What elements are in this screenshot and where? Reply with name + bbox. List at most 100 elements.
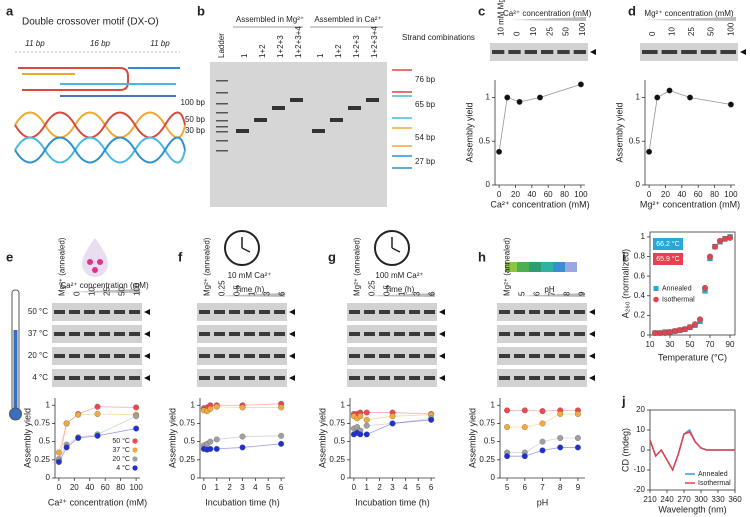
y-tick-label: 0.8 [634,252,646,261]
band-arrow [289,353,295,359]
point [574,411,581,417]
gel-band [544,310,555,314]
y-axis-label: Assembly yield [467,408,477,468]
point [672,328,678,335]
gel-band [274,376,285,380]
gel-band [394,332,405,336]
lane-label: 50 [562,27,571,36]
gel-band [559,310,570,314]
y-tick-label: 1 [641,232,646,241]
point [133,404,140,411]
gel [497,347,587,365]
point [239,404,246,411]
ladder-band [216,120,228,122]
x-tick-label: 40 [527,190,536,199]
gel-band [379,332,390,336]
lane-label: 1 [240,53,249,58]
gel-band [559,376,570,380]
y-tick-label: 1 [491,400,496,409]
legend-marker [132,447,138,453]
ladder-band [216,126,228,128]
x-tick-label: 50 [686,340,695,349]
y-axis-label: Assembly yield [167,408,177,468]
lane-label: 3 [413,291,422,296]
x-axis-label: Ca²⁺ concentration (mM) [48,497,147,507]
gel-band [574,310,585,314]
gel-band [199,354,210,358]
gel-band [229,376,240,380]
gel-band [84,376,95,380]
point [278,404,285,411]
x-axis-label: Mg²⁺ concentration (mM) [640,199,740,209]
gel-band [409,332,420,336]
gel [497,369,587,387]
marker-label: 50 bp [185,115,206,124]
band-arrow [439,353,445,359]
gel-band [244,354,255,358]
x-tick-label: 240 [660,495,674,504]
x-tick-label: 3 [390,483,395,492]
gel [197,369,287,387]
strand-title: Strand combinations [402,33,475,42]
lane-label: 100 [578,22,587,36]
condition: 10 mM Ca²⁺ [228,271,272,280]
point [213,403,220,410]
panel-title: Double crossover motif (DX-O) [22,17,159,28]
point [504,407,511,414]
y-tick-label: 1 [46,400,51,409]
gel [52,303,142,321]
y-tick-label: 0.6 [634,271,646,280]
lane-label: 1+2 [258,44,267,58]
x-tick-label: 80 [560,190,569,199]
gel-band [364,332,375,336]
point [363,409,370,416]
panel-label: d [628,3,636,18]
legend-marker [132,438,138,444]
legend-label: Annealed [698,471,728,478]
gel-band [544,376,555,380]
gel-band [409,376,420,380]
segment-label: 16 bp [90,39,111,48]
lane-label: 1+2+3+4 [294,26,303,58]
point [539,438,546,445]
gel-band [681,50,697,54]
x-tick-label: 9 [576,483,581,492]
y-axis-label: Assembly yield [464,102,474,162]
x-axis-label: Wavelength (nm) [658,504,726,514]
band-arrow [589,331,595,337]
gel [197,347,287,365]
lane-label: Mg²⁺ (annealed) [58,237,67,296]
gel-band [254,118,267,122]
x-tick-label: 4 [253,483,258,492]
gel-band [529,332,540,336]
point [577,81,584,88]
gel-band [499,354,510,358]
gel-band [114,310,125,314]
gel-band [541,50,554,54]
point [521,453,528,460]
lane-label: 25 [687,27,696,36]
gel-band [69,310,80,314]
x-tick-label: 4 [403,483,408,492]
ladder-band [216,103,228,105]
point [94,432,101,439]
legend-marker [132,465,138,471]
point [239,444,246,451]
x-tick-label: 20 [661,190,670,199]
gel-band [544,354,555,358]
point [133,425,140,432]
x-tick-label: 300 [694,495,708,504]
point [727,101,734,108]
gel-band [492,50,505,54]
lane-label: 9 [578,291,587,296]
y-tick-label: 0 [341,473,346,482]
gel-band [559,332,570,336]
marker-label: 100 bp [181,98,206,107]
point [207,445,214,452]
point [94,403,101,410]
gel-band [499,332,510,336]
x-axis-label: Incubation time (h) [355,497,430,507]
gel-header: Time (h) [385,285,415,294]
y-tick-label: 0 [486,180,491,189]
band-arrow [439,309,445,315]
